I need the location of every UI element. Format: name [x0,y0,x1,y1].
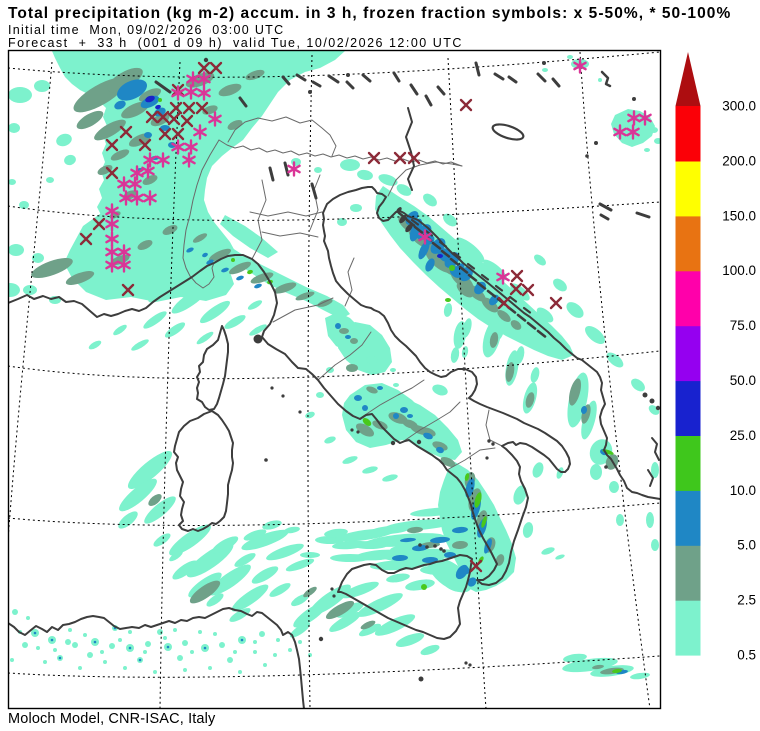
svg-text:200.0: 200.0 [722,153,756,168]
svg-text:10.0: 10.0 [730,483,756,498]
svg-text:50.0: 50.0 [730,373,756,388]
svg-text:5.0: 5.0 [737,538,756,553]
svg-text:300.0: 300.0 [722,99,756,114]
svg-text:150.0: 150.0 [722,208,756,223]
svg-text:25.0: 25.0 [730,428,756,443]
svg-text:2.5: 2.5 [737,593,756,608]
svg-text:100.0: 100.0 [722,263,756,278]
svg-text:0.5: 0.5 [737,648,756,663]
svg-text:75.0: 75.0 [730,318,756,333]
